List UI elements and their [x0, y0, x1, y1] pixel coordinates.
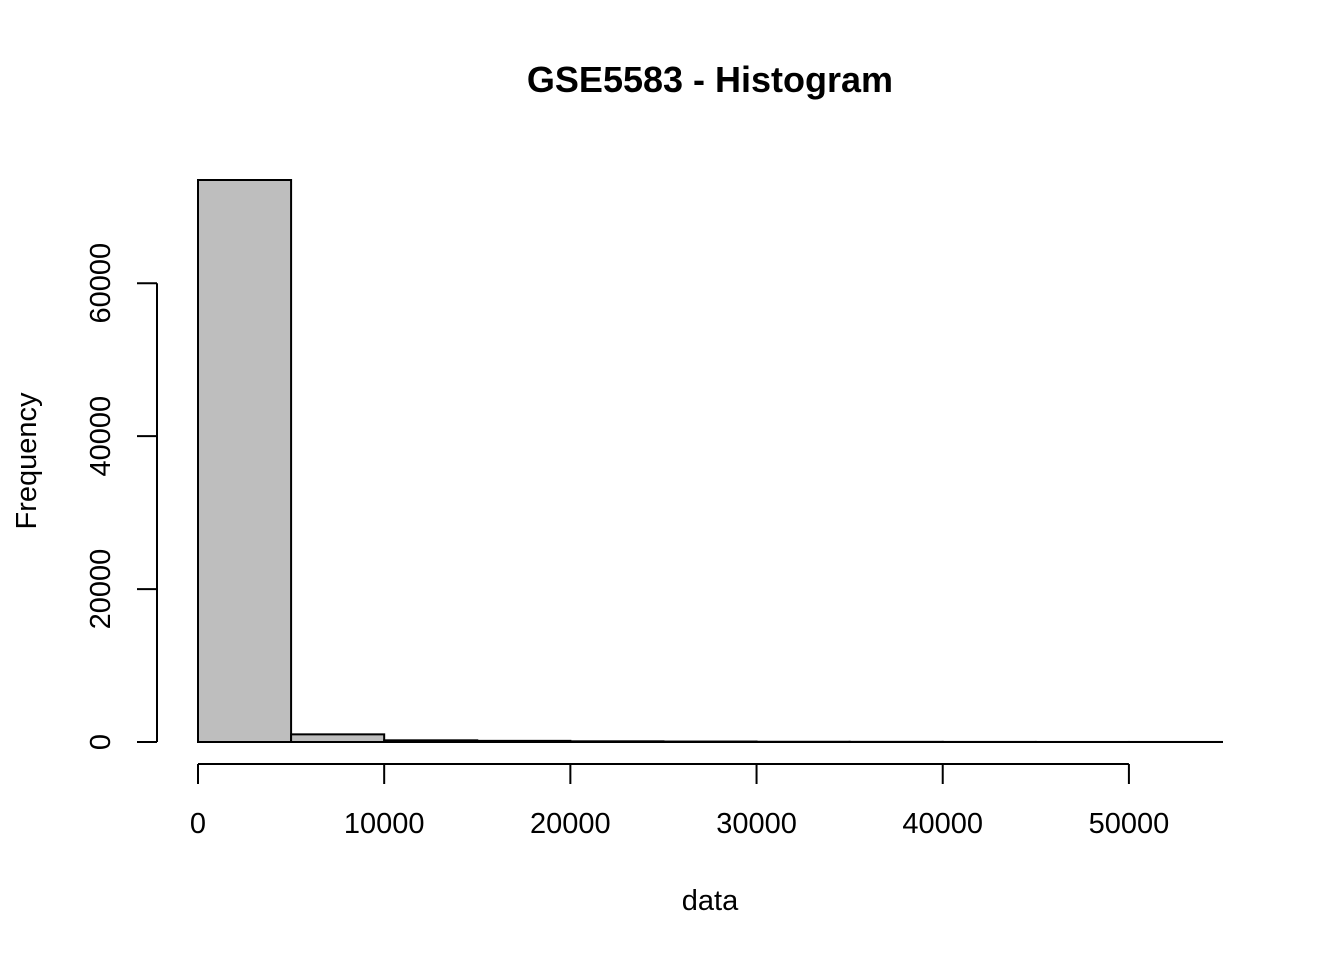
x-tick-label: 40000 [902, 808, 983, 840]
x-axis-title: data [682, 885, 739, 917]
x-tick-label: 10000 [344, 808, 425, 840]
histogram-bar [197, 179, 293, 743]
y-tick-label: 60000 [85, 243, 117, 324]
x-tick-label: 50000 [1089, 808, 1170, 840]
histogram-bar [476, 739, 572, 744]
bars-group [197, 179, 1223, 744]
y-axis: 0 20000 40000 60000 [85, 243, 158, 750]
chart-title: GSE5583 - Histogram [527, 59, 893, 100]
x-tick-label: 0 [190, 808, 206, 840]
histogram-bar [569, 740, 665, 743]
y-tick-label: 40000 [85, 396, 117, 477]
y-axis-title: Frequency [11, 392, 43, 530]
y-tick-label: 20000 [85, 549, 117, 630]
x-tick-label: 20000 [530, 808, 611, 840]
x-axis: 0 10000 20000 30000 40000 50000 [190, 763, 1170, 840]
y-tick-label: 0 [85, 734, 117, 750]
histogram-bar [383, 739, 479, 743]
x-tick-label: 30000 [716, 808, 797, 840]
histogram-bar [290, 733, 386, 744]
